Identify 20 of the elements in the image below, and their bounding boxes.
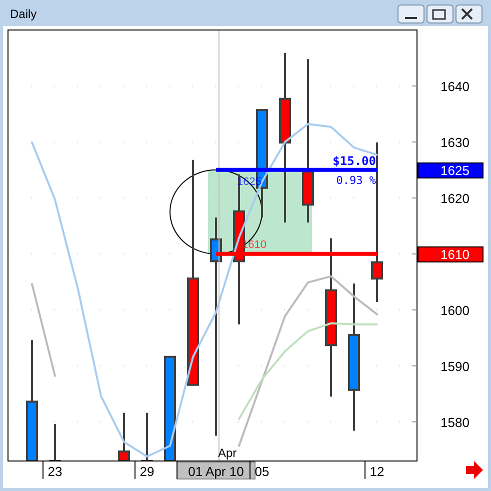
candlestick	[118, 412, 130, 461]
x-tick-label: 12	[370, 464, 384, 479]
y-tick-label: 1580	[440, 414, 470, 430]
annotation: $15.00	[332, 154, 376, 168]
x-tick-label: 05	[254, 464, 270, 479]
y-tick-label: 1590	[440, 358, 470, 374]
line-series	[31, 123, 378, 458]
x-tick-label: 29	[140, 464, 154, 479]
y-tick-label: 1600	[440, 302, 470, 318]
y-tick-label: 1610	[440, 246, 470, 262]
line-series	[238, 322, 378, 420]
annotation: Apr	[218, 446, 237, 460]
y-tick-label: 1640	[440, 78, 470, 94]
text: 1625	[440, 162, 470, 178]
y-tick-label: 1620	[440, 190, 470, 206]
x-tick-label: 23	[48, 464, 62, 479]
y-tick-label: 1630	[440, 134, 470, 150]
annotation: 0.93 %	[336, 174, 376, 187]
chart-title: Daily	[10, 7, 37, 21]
x-tick-label: 01 Apr 10	[188, 464, 244, 479]
